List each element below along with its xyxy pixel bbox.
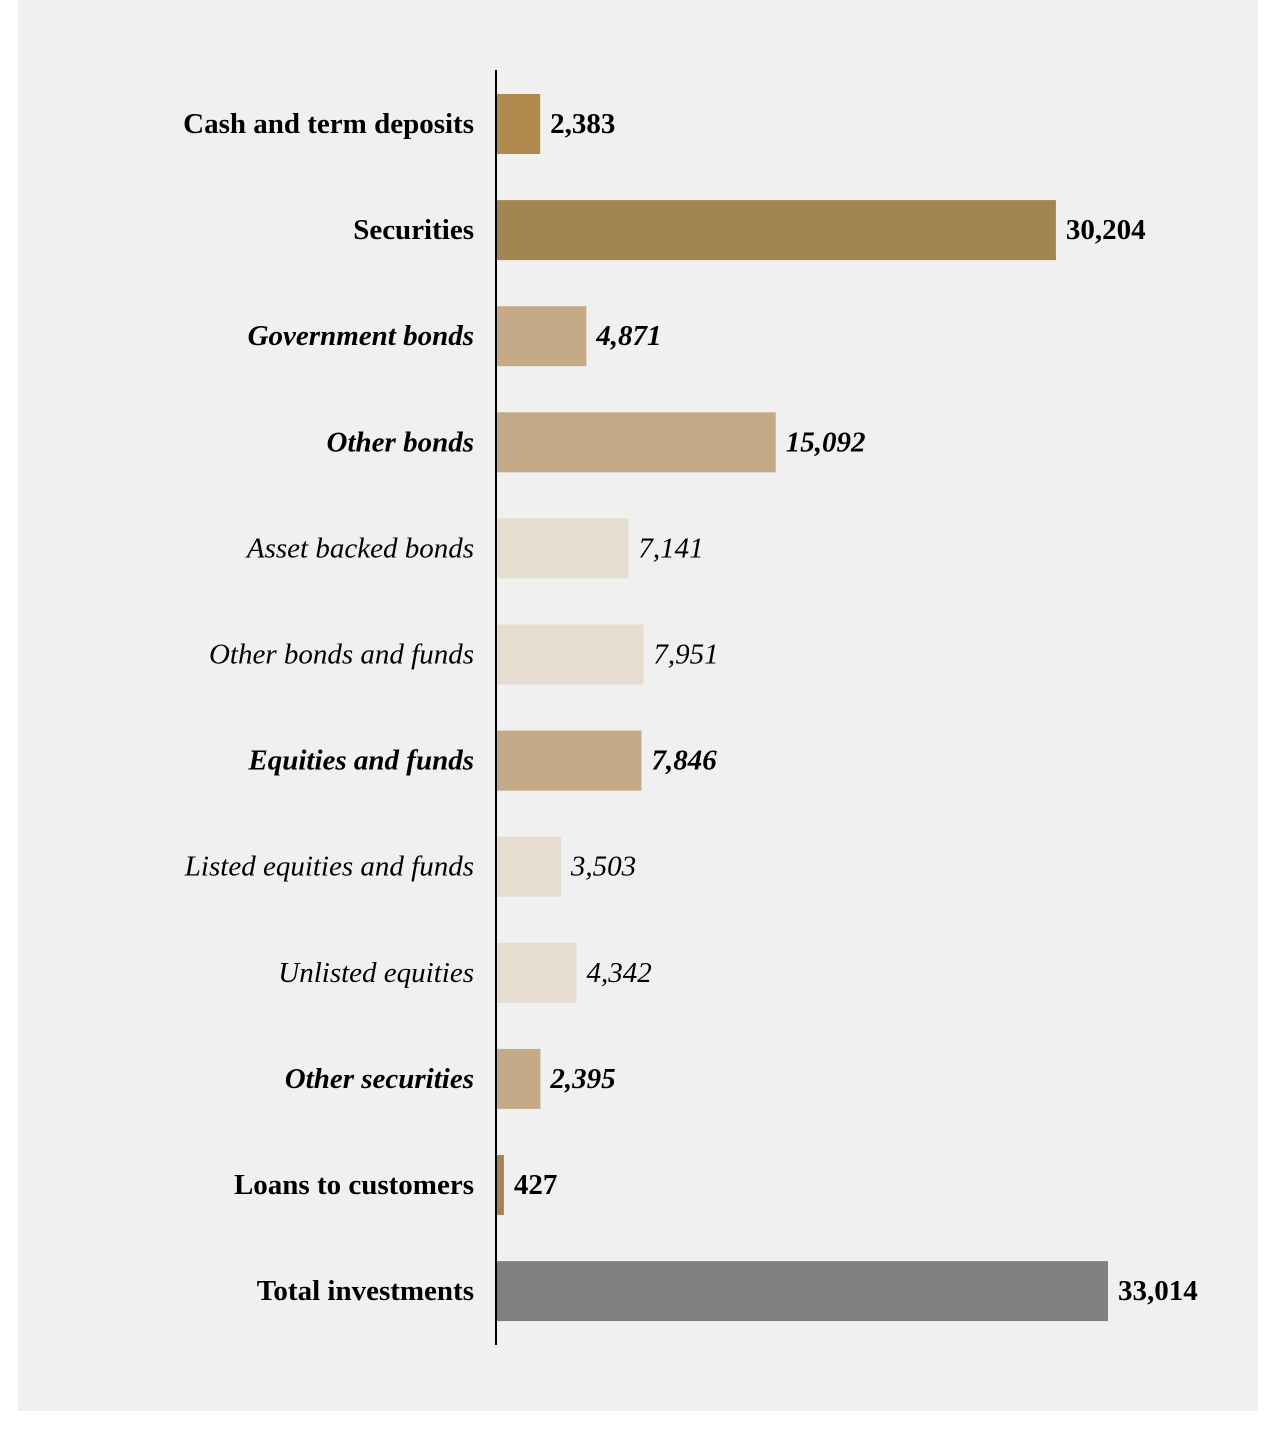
category-label-total-investments: Total investments [257,1275,474,1307]
value-label-other-securities: 2,395 [549,1063,615,1095]
category-label-unlisted-equities: Unlisted equities [278,957,474,989]
category-label-asset-backed-bonds: Asset backed bonds [245,532,474,564]
value-label-securities: 30,204 [1066,214,1146,246]
bar-other-bonds [496,412,776,473]
category-label-government-bonds: Government bonds [248,320,474,352]
value-label-cash-and-term-deposits: 2,383 [550,108,615,140]
value-label-asset-backed-bonds: 7,141 [638,532,703,564]
value-label-unlisted-equities: 4,342 [586,957,651,989]
category-label-other-securities: Other securities [285,1063,474,1095]
value-label-government-bonds: 4,871 [595,320,661,352]
value-label-other-bonds-and-funds: 7,951 [653,639,718,671]
category-label-other-bonds-and-funds: Other bonds and funds [209,639,474,671]
bar-listed-equities-and-funds [496,836,561,897]
bar-other-securities [496,1048,541,1109]
category-label-cash-and-term-deposits: Cash and term deposits [183,108,474,140]
value-label-equities-and-funds: 7,846 [651,745,717,777]
bar-government-bonds [496,306,587,367]
category-label-equities-and-funds: Equities and funds [247,745,474,777]
category-label-listed-equities-and-funds: Listed equities and funds [184,851,474,883]
category-label-loans-to-customers: Loans to customers [234,1169,474,1201]
bar-equities-and-funds [496,730,642,791]
bar-other-bonds-and-funds [496,624,644,685]
bar-asset-backed-bonds [496,518,629,579]
value-label-loans-to-customers: 427 [514,1169,558,1201]
bar-securities [496,200,1056,261]
value-label-total-investments: 33,014 [1118,1275,1198,1307]
bar-loans-to-customers [496,1155,504,1215]
value-label-other-bonds: 15,092 [786,426,866,458]
value-label-listed-equities-and-funds: 3,503 [570,851,636,883]
category-label-other-bonds: Other bonds [327,426,474,458]
labels-layer: Cash and term deposits 2,383 Securities 30,… [183,108,1198,1307]
bar-cash-and-term-deposits [496,94,541,154]
bars-layer [496,94,1108,1322]
category-label-securities: Securities [353,214,474,246]
bar-total-investments [496,1261,1108,1322]
bar-unlisted-equities [496,942,577,1003]
